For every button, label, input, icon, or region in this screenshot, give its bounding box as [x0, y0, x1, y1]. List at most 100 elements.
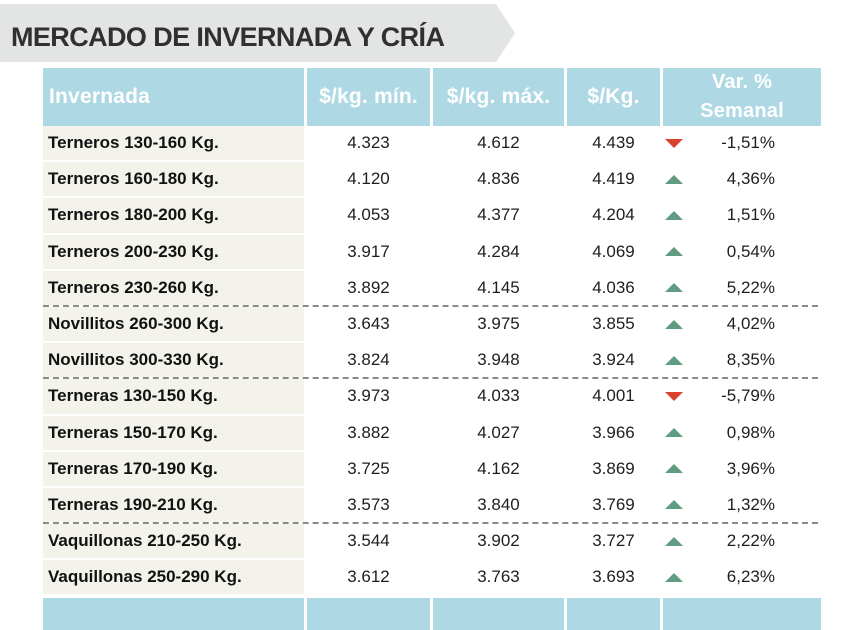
variation-cell: 1,51%	[663, 198, 821, 232]
variation-cell: 3,96%	[663, 452, 821, 486]
category-cell: Terneros 230-260 Kg.	[43, 270, 304, 305]
avg-price-cell: 3.727	[592, 531, 635, 551]
variation-value: 1,51%	[726, 205, 775, 225]
title-banner: MERCADO DE INVERNADA Y CRÍA	[0, 4, 515, 62]
variation-cell: 4,02%	[663, 307, 821, 341]
header-avg-price: $/Kg.	[567, 68, 660, 126]
variation-value: 3,96%	[726, 458, 775, 478]
table-header: Invernada $/kg. mín. $/kg. máx. $/Kg. Va…	[43, 68, 821, 126]
trend-up-icon	[665, 247, 683, 257]
header-weekly-variation: Var. % Semanal	[663, 68, 821, 126]
variation-cell: 8,35%	[663, 343, 821, 377]
min-price-cell: 3.544	[347, 531, 390, 551]
trend-up-icon	[665, 283, 683, 293]
variation-cell: 6,23%	[663, 560, 821, 594]
min-price-cell: 3.892	[347, 277, 390, 297]
max-price-cell: 3.975	[477, 314, 520, 334]
variation-cell: -1,51%	[663, 126, 821, 160]
avg-price-cell: 3.924	[592, 350, 635, 370]
variation-cell: 4,36%	[663, 162, 821, 196]
avg-price-cell: 3.869	[592, 458, 635, 478]
category-cell: Novillitos 260-300 Kg.	[43, 306, 304, 342]
variation-cell: -5,79%	[663, 379, 821, 413]
header-min-price: $/kg. mín.	[307, 68, 430, 126]
table-row: Terneros 200-230 Kg. 3.917 4.284 4.069 0,54%	[43, 233, 818, 269]
max-price-cell: 4.162	[477, 458, 520, 478]
variation-cell: 2,22%	[663, 524, 821, 558]
table-row: Terneros 130-160 Kg. 4.323 4.612 4.439 -1,51…	[43, 126, 821, 161]
table-row: Terneros 180-200 Kg. 4.053 4.377 4.204 1,51%	[43, 196, 821, 233]
min-price-cell: 3.725	[347, 458, 390, 478]
category-cell: Terneras 190-210 Kg.	[43, 487, 304, 523]
avg-price-cell: 4.204	[592, 205, 635, 225]
header-var-line2: Semanal	[700, 100, 784, 122]
table-row: Vaquillonas 250-290 Kg. 3.612 3.763 3.693 6,…	[43, 558, 821, 595]
header-max-price: $/kg. máx.	[433, 68, 564, 126]
table-row: Terneras 150-170 Kg. 3.882 4.027 3.966 0,98%	[43, 414, 818, 450]
trend-up-icon	[665, 210, 683, 220]
table-row: Terneras 170-190 Kg. 3.725 4.162 3.869 3,96%	[43, 450, 818, 486]
category-cell: Vaquillonas 250-290 Kg.	[43, 560, 304, 595]
variation-cell: 0,54%	[663, 235, 821, 269]
variation-value: 4,02%	[726, 314, 775, 334]
max-price-cell: 4.027	[477, 422, 520, 442]
max-price-cell: 3.902	[477, 531, 520, 551]
avg-price-cell: 3.693	[592, 567, 635, 587]
min-price-cell: 4.120	[347, 169, 390, 189]
variation-value: 2,22%	[726, 531, 775, 551]
table-row: Novillitos 300-330 Kg. 3.824 3.948 3.924 8,3…	[43, 341, 821, 378]
page-title: MERCADO DE INVERNADA Y CRÍA	[11, 22, 445, 52]
min-price-cell: 4.323	[347, 133, 390, 153]
price-table: Invernada $/kg. mín. $/kg. máx. $/Kg. Va…	[43, 68, 821, 630]
variation-value: 6,23%	[726, 567, 775, 587]
avg-price-cell: 4.001	[592, 386, 635, 406]
variation-value: 1,32%	[726, 494, 775, 514]
max-price-cell: 4.612	[477, 133, 520, 153]
table-footer	[43, 598, 821, 630]
variation-value: 8,35%	[726, 350, 775, 370]
max-price-cell: 3.763	[477, 567, 520, 587]
category-cell: Terneras 150-170 Kg.	[43, 415, 304, 450]
table-row: Terneros 230-260 Kg. 3.892 4.145 4.036 5,22%	[43, 269, 818, 305]
max-price-cell: 3.948	[477, 350, 520, 370]
footer-cell	[663, 598, 821, 630]
avg-price-cell: 3.966	[592, 422, 635, 442]
variation-cell: 5,22%	[663, 271, 821, 305]
avg-price-cell: 4.439	[592, 133, 635, 153]
trend-down-icon	[665, 138, 683, 148]
min-price-cell: 3.917	[347, 241, 390, 261]
variation-value: 4,36%	[726, 169, 775, 189]
footer-cell	[307, 598, 430, 630]
footer-cell	[43, 598, 304, 630]
table-body: Terneros 130-160 Kg. 4.323 4.612 4.439 -1,51…	[43, 126, 821, 595]
max-price-cell: 4.033	[477, 386, 520, 406]
table-row: Novillitos 260-300 Kg. 3.643 3.975 3.855 4,0…	[43, 304, 821, 342]
variation-value: 0,98%	[726, 422, 775, 442]
min-price-cell: 3.882	[347, 422, 390, 442]
category-cell: Terneras 130-150 Kg.	[43, 379, 304, 414]
variation-cell: 0,98%	[663, 416, 821, 450]
variation-value: -5,79%	[721, 386, 775, 406]
min-price-cell: 3.973	[347, 386, 390, 406]
category-cell: Terneras 170-190 Kg.	[43, 451, 304, 486]
footer-cell	[433, 598, 564, 630]
table-row: Terneras 130-150 Kg. 3.973 4.033 4.001 -5,79…	[43, 377, 821, 414]
trend-up-icon	[665, 428, 683, 438]
header-category: Invernada	[43, 68, 304, 126]
max-price-cell: 4.284	[477, 241, 520, 261]
header-var-line1: Var. %	[711, 71, 773, 93]
max-price-cell: 3.840	[477, 494, 520, 514]
max-price-cell: 4.377	[477, 205, 520, 225]
avg-price-cell: 3.855	[592, 314, 635, 334]
trend-up-icon	[665, 500, 683, 510]
category-cell: Terneros 130-160 Kg.	[43, 126, 304, 161]
category-cell: Novillitos 300-330 Kg.	[43, 343, 304, 378]
category-cell: Terneros 160-180 Kg.	[43, 162, 304, 197]
category-cell: Terneros 200-230 Kg.	[43, 234, 304, 269]
trend-down-icon	[665, 391, 683, 401]
category-cell: Vaquillonas 210-250 Kg.	[43, 524, 304, 559]
trend-up-icon	[665, 536, 683, 546]
table-row: Terneros 160-180 Kg. 4.120 4.836 4.419 4,36%	[43, 160, 821, 197]
variation-value: -1,51%	[721, 133, 775, 153]
min-price-cell: 4.053	[347, 205, 390, 225]
